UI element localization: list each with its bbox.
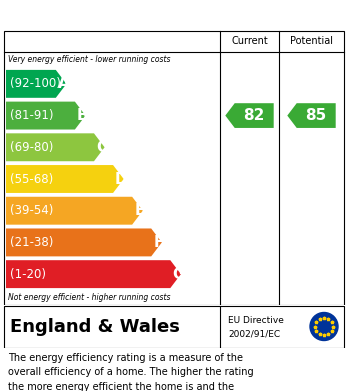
Text: Energy Efficiency Rating: Energy Efficiency Rating: [8, 7, 210, 23]
Text: (1-20): (1-20): [10, 268, 46, 281]
Polygon shape: [225, 103, 274, 128]
Text: The energy efficiency rating is a measure of the
overall efficiency of a home. T: The energy efficiency rating is a measur…: [8, 353, 254, 391]
Polygon shape: [6, 165, 124, 193]
Text: Not energy efficient - higher running costs: Not energy efficient - higher running co…: [8, 292, 171, 301]
Text: B: B: [77, 108, 89, 123]
Text: Very energy efficient - lower running costs: Very energy efficient - lower running co…: [8, 56, 171, 65]
Text: A: A: [58, 76, 70, 91]
Text: 2002/91/EC: 2002/91/EC: [228, 330, 280, 339]
Text: E: E: [135, 203, 145, 218]
Text: (92-100): (92-100): [10, 77, 61, 90]
Polygon shape: [6, 197, 143, 225]
Circle shape: [310, 312, 338, 341]
Text: (39-54): (39-54): [10, 204, 53, 217]
Text: Potential: Potential: [290, 36, 333, 46]
Polygon shape: [6, 228, 162, 256]
Text: England & Wales: England & Wales: [10, 317, 180, 335]
Text: (21-38): (21-38): [10, 236, 53, 249]
Text: (81-91): (81-91): [10, 109, 54, 122]
Polygon shape: [6, 260, 181, 288]
Polygon shape: [287, 103, 336, 128]
Text: (55-68): (55-68): [10, 172, 53, 185]
Polygon shape: [6, 102, 86, 129]
Text: 85: 85: [305, 108, 326, 123]
Polygon shape: [6, 133, 105, 161]
Text: 82: 82: [243, 108, 264, 123]
Text: Current: Current: [231, 36, 268, 46]
Text: (69-80): (69-80): [10, 141, 53, 154]
Text: G: G: [172, 267, 184, 282]
Text: F: F: [154, 235, 164, 250]
Text: C: C: [96, 140, 108, 155]
Polygon shape: [6, 70, 66, 98]
Text: D: D: [115, 172, 127, 187]
Text: EU Directive: EU Directive: [228, 316, 284, 325]
